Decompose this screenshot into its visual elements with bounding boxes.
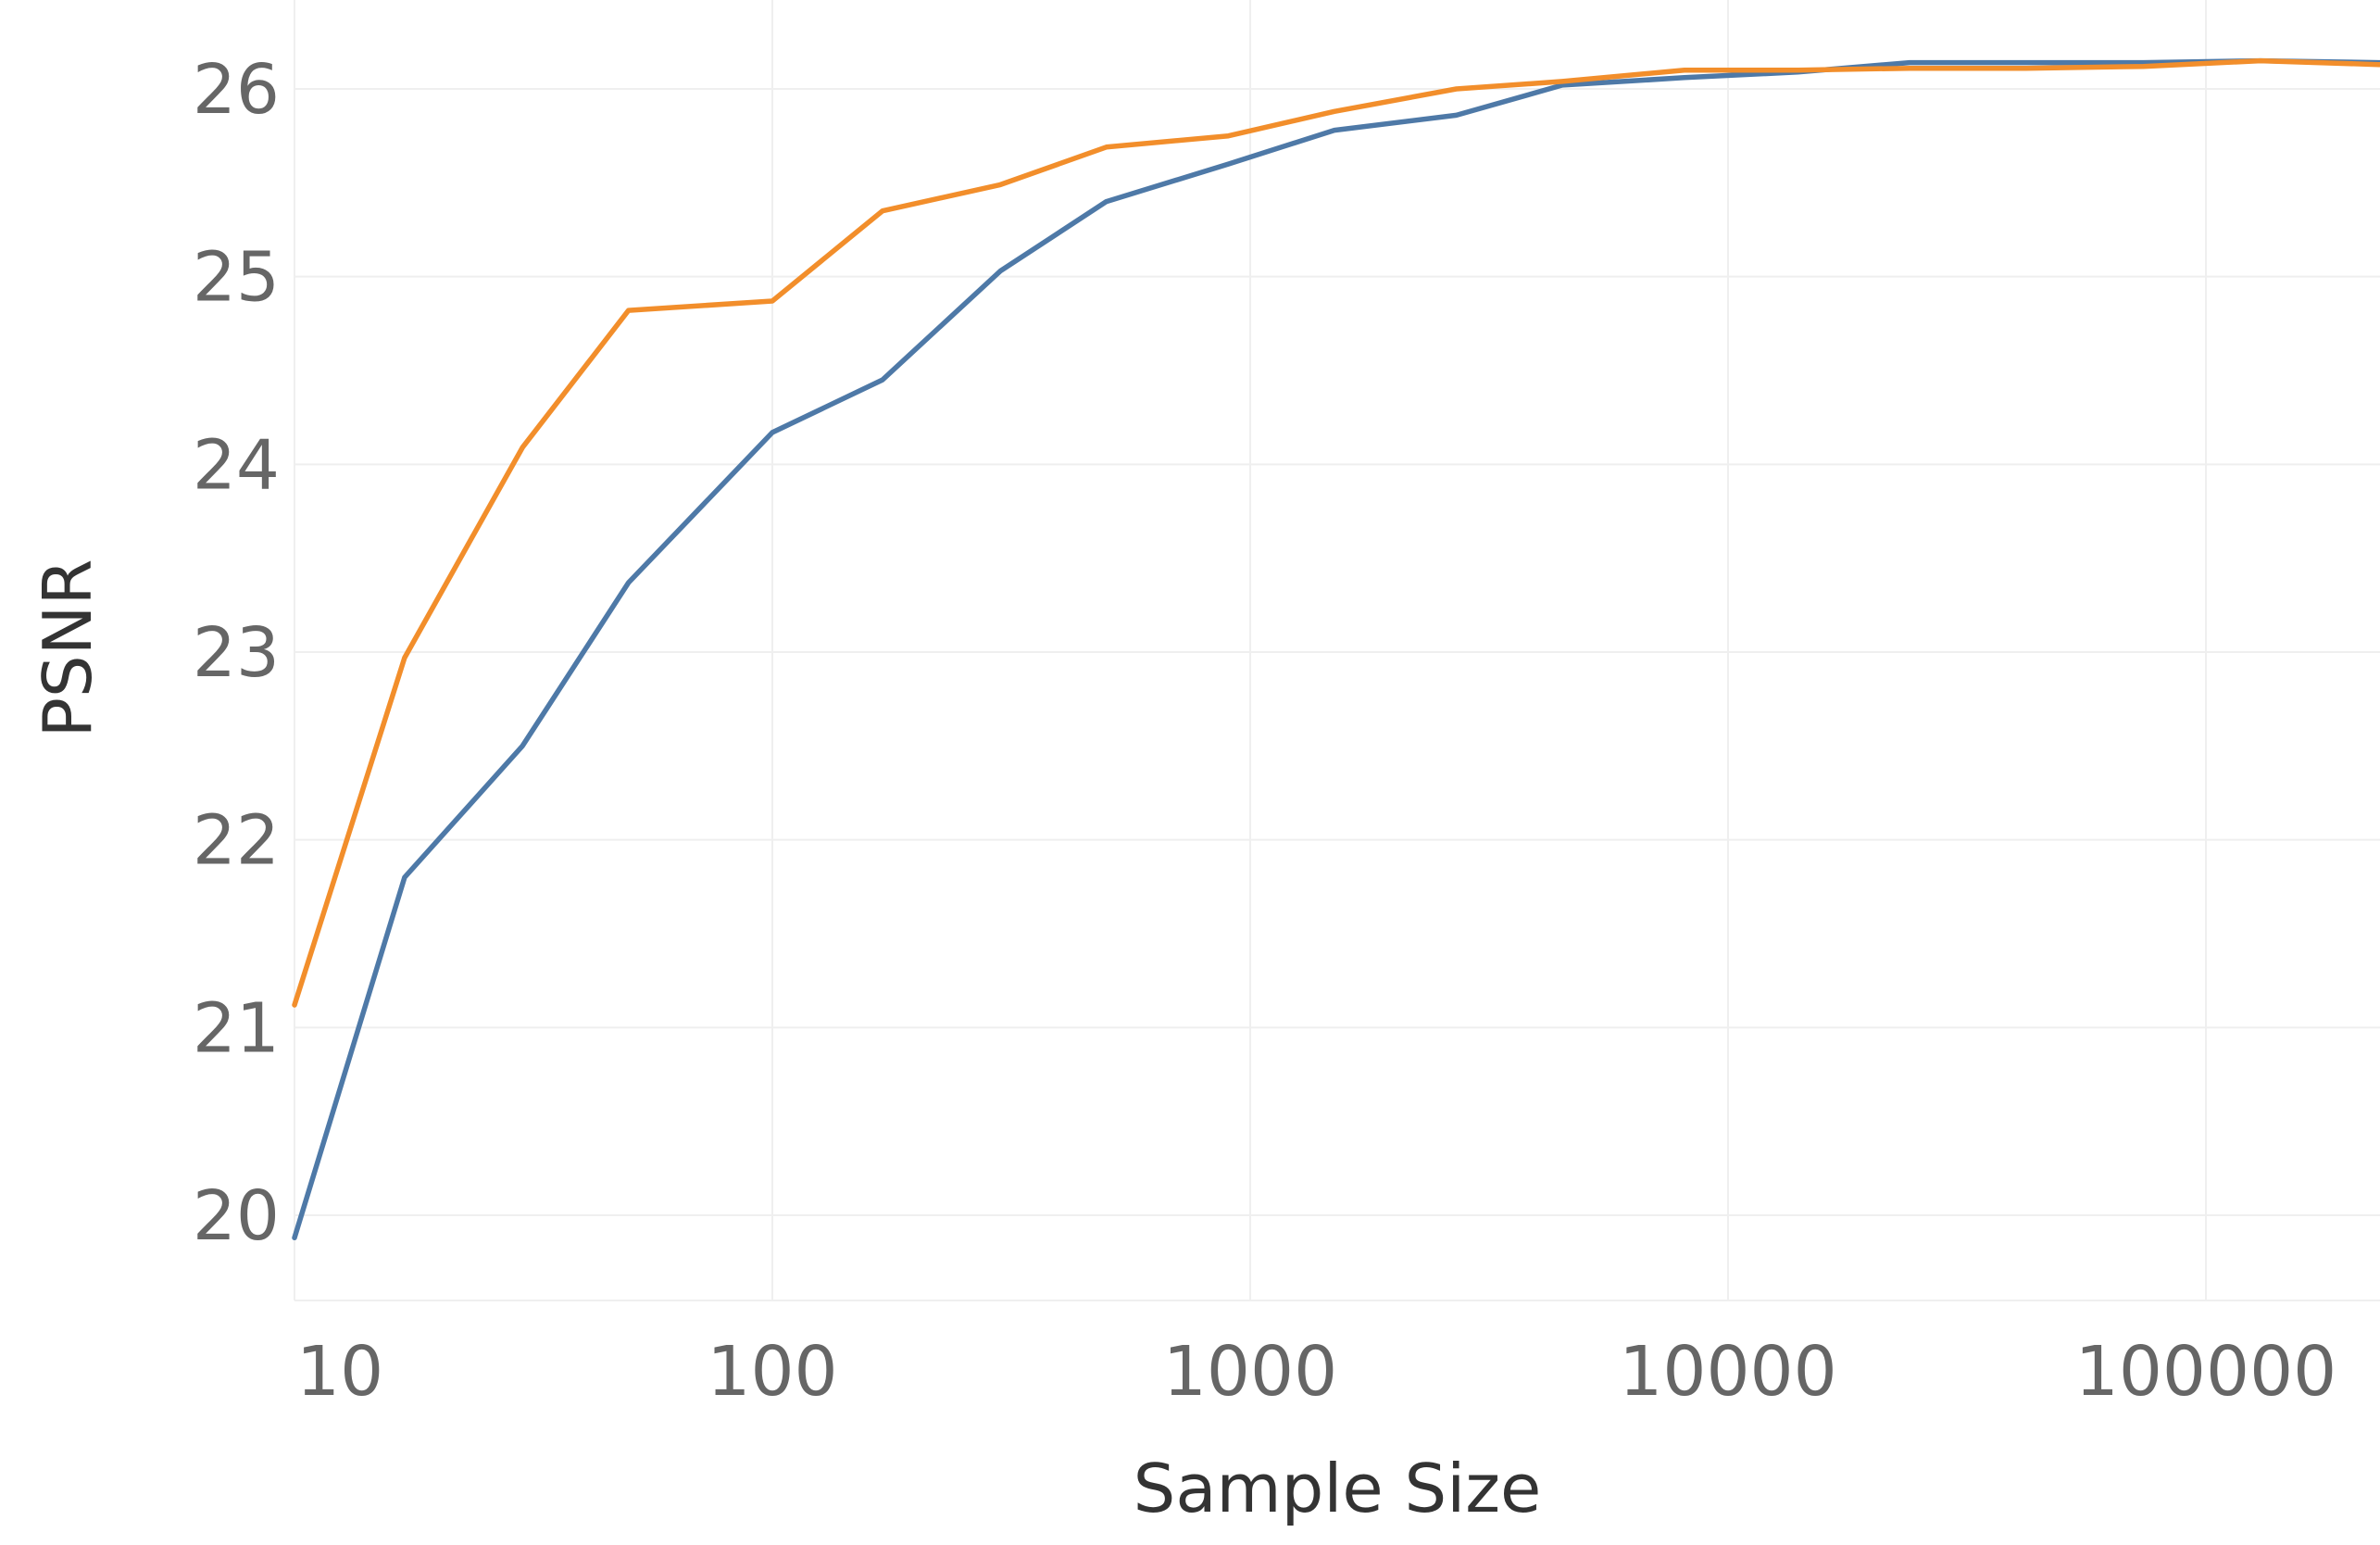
- x-tick-label: 100: [707, 1332, 837, 1412]
- x-axis-title: Sample Size: [1134, 1450, 1542, 1527]
- grid: [294, 0, 2380, 1301]
- y-tick-label: 22: [193, 801, 280, 881]
- y-tick-label: 24: [193, 425, 280, 505]
- x-tick-label: 10000: [1619, 1332, 1836, 1412]
- x-axis-ticks: 10 100 1000 10000 100000: [296, 1332, 2336, 1412]
- x-tick-label: 100000: [2075, 1332, 2337, 1412]
- y-tick-label: 21: [193, 988, 280, 1068]
- y-axis-ticks: 20 21 22 23 24 25 26: [193, 50, 280, 1256]
- x-tick-label: 1000: [1163, 1332, 1337, 1412]
- y-tick-label: 25: [193, 238, 280, 318]
- y-axis-title: PSNR: [29, 559, 106, 737]
- y-tick-label: 26: [193, 50, 280, 130]
- series-layer: [292, 57, 2380, 1241]
- y-tick-label: 20: [193, 1176, 280, 1256]
- series-line-2: [292, 57, 2380, 1008]
- y-tick-label: 23: [193, 613, 280, 693]
- x-tick-label: 10: [296, 1332, 383, 1412]
- series-line-1: [292, 57, 2380, 1241]
